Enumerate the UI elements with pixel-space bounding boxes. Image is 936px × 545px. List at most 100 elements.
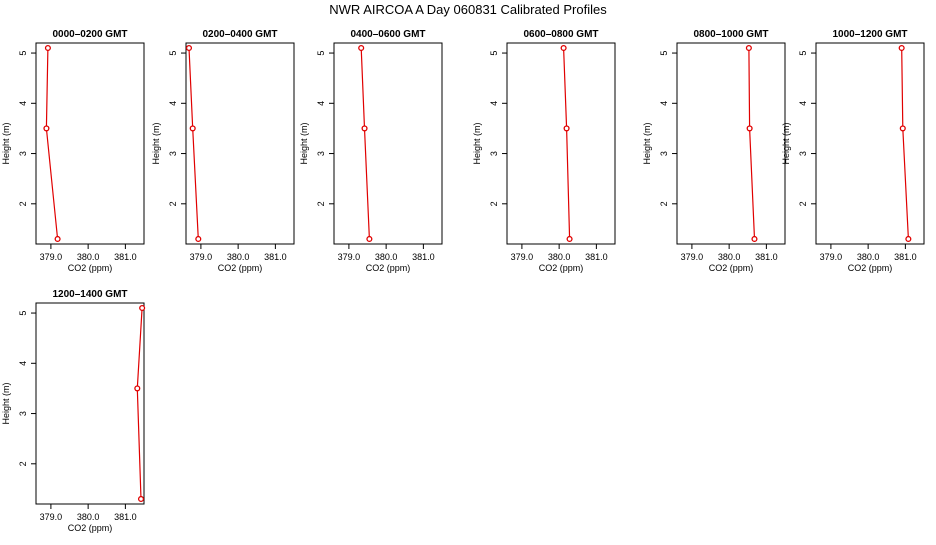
x-axis-label: CO2 (ppm) xyxy=(539,263,584,273)
y-tick-label: 2 xyxy=(489,201,499,206)
data-point xyxy=(898,44,905,52)
series-line xyxy=(360,47,370,240)
x-axis-label: CO2 (ppm) xyxy=(68,263,113,273)
x-tick-label: 379.0 xyxy=(511,252,534,262)
x-tick-label: 380.0 xyxy=(375,252,398,262)
panel-6: 1000–1200 GMT 379.0 380.0 381.0 2 3 4 5 CO2 (ppm… xyxy=(781,29,925,273)
y-tick-label: 3 xyxy=(18,411,28,416)
data-point xyxy=(899,125,906,132)
x-tick-label: 379.0 xyxy=(40,512,63,522)
panel-title: 1200–1400 GMT xyxy=(52,289,127,300)
y-axis-label: Height (m) xyxy=(1,122,11,164)
x-tick-label: 380.0 xyxy=(227,252,250,262)
y-tick-label: 5 xyxy=(659,51,669,56)
data-point xyxy=(358,44,365,52)
y-tick-label: 3 xyxy=(316,151,326,156)
y-axis-label: Height (m) xyxy=(781,122,791,164)
data-point xyxy=(361,125,368,132)
x-tick-label: 381.0 xyxy=(894,252,917,262)
x-tick-label: 381.0 xyxy=(114,252,137,262)
data-point xyxy=(560,44,567,52)
y-tick-label: 4 xyxy=(489,101,499,106)
y-axis-label: Height (m) xyxy=(642,122,652,164)
x-tick-label: 381.0 xyxy=(412,252,435,262)
y-tick-label: 2 xyxy=(168,201,178,206)
plot-frame xyxy=(185,42,295,245)
y-tick-label: 2 xyxy=(798,201,808,206)
x-tick-label: 381.0 xyxy=(585,252,608,262)
data-point xyxy=(751,235,758,243)
y-axis-label: Height (m) xyxy=(472,122,482,164)
data-point xyxy=(189,125,196,132)
y-tick-label: 4 xyxy=(18,101,28,106)
y-axis-label: Height (m) xyxy=(1,382,11,424)
x-axis-label: CO2 (ppm) xyxy=(218,263,263,273)
panel-title: 0800–1000 GMT xyxy=(693,29,768,40)
plot-frame xyxy=(333,42,443,245)
panel-title: 0000–0200 GMT xyxy=(52,29,127,40)
y-tick-label: 4 xyxy=(18,361,28,366)
y-tick-label: 4 xyxy=(316,101,326,106)
x-axis-label: CO2 (ppm) xyxy=(366,263,411,273)
series-line xyxy=(45,47,59,240)
y-tick-label: 2 xyxy=(18,461,28,466)
panel-title: 0400–0600 GMT xyxy=(350,29,425,40)
x-tick-label: 381.0 xyxy=(114,512,137,522)
x-axis-label: CO2 (ppm) xyxy=(848,263,893,273)
x-tick-label: 380.0 xyxy=(77,512,100,522)
panel-1: 0000–0200 GMT 379.0 380.0 381.0 2 3 4 5 CO2 (ppm… xyxy=(1,29,145,273)
series-line xyxy=(748,47,756,240)
x-tick-label: 381.0 xyxy=(264,252,287,262)
x-tick-label: 379.0 xyxy=(681,252,704,262)
x-tick-label: 379.0 xyxy=(40,252,63,262)
data-point xyxy=(195,235,202,243)
y-tick-label: 4 xyxy=(659,101,669,106)
x-tick-label: 380.0 xyxy=(718,252,741,262)
x-tick-label: 379.0 xyxy=(338,252,361,262)
y-tick-label: 3 xyxy=(659,151,669,156)
data-point xyxy=(185,44,193,52)
y-tick-label: 5 xyxy=(316,51,326,56)
y-axis-label: Height (m) xyxy=(151,122,161,164)
data-point xyxy=(43,125,50,132)
plot-frame xyxy=(506,42,616,245)
y-tick-label: 5 xyxy=(489,51,499,56)
data-point xyxy=(366,235,373,243)
data-point xyxy=(44,44,51,52)
y-tick-label: 5 xyxy=(798,51,808,56)
y-tick-label: 4 xyxy=(798,101,808,106)
data-point xyxy=(134,385,141,392)
y-tick-label: 3 xyxy=(798,151,808,156)
panel-title: 0200–0400 GMT xyxy=(202,29,277,40)
plot-frame xyxy=(815,42,925,245)
panel-5: 0800–1000 GMT 379.0 380.0 381.0 2 3 4 5 CO2 (ppm… xyxy=(642,29,786,273)
panel-7: 1200–1400 GMT 379.0 380.0 381.0 2 3 4 5 CO2 (ppm… xyxy=(1,289,146,533)
series-line xyxy=(563,47,571,240)
panel-3: 0400–0600 GMT 379.0 380.0 381.0 2 3 4 5 CO2 (ppm… xyxy=(299,29,443,273)
y-tick-label: 2 xyxy=(316,201,326,206)
y-tick-label: 2 xyxy=(18,201,28,206)
plot-frame xyxy=(35,302,145,505)
data-point xyxy=(566,235,573,243)
panel-2: 0200–0400 GMT 379.0 380.0 381.0 2 3 4 5 CO2 (ppm… xyxy=(151,29,295,273)
y-tick-label: 3 xyxy=(489,151,499,156)
series-line xyxy=(136,307,143,500)
x-tick-label: 381.0 xyxy=(755,252,778,262)
x-tick-label: 379.0 xyxy=(190,252,213,262)
data-point xyxy=(139,304,146,312)
panel-title: 1000–1200 GMT xyxy=(832,29,907,40)
y-tick-label: 2 xyxy=(659,201,669,206)
panel-4: 0600–0800 GMT 379.0 380.0 381.0 2 3 4 5 CO2 (ppm… xyxy=(472,29,616,273)
plot-frame xyxy=(35,42,145,245)
plot-frame xyxy=(676,42,786,245)
data-point xyxy=(905,235,912,243)
y-axis-label: Height (m) xyxy=(299,122,309,164)
panel-title: 0600–0800 GMT xyxy=(523,29,598,40)
x-tick-label: 380.0 xyxy=(548,252,571,262)
x-axis-label: CO2 (ppm) xyxy=(709,263,754,273)
data-point xyxy=(746,125,753,132)
y-tick-label: 3 xyxy=(18,151,28,156)
x-axis-label: CO2 (ppm) xyxy=(68,523,113,533)
